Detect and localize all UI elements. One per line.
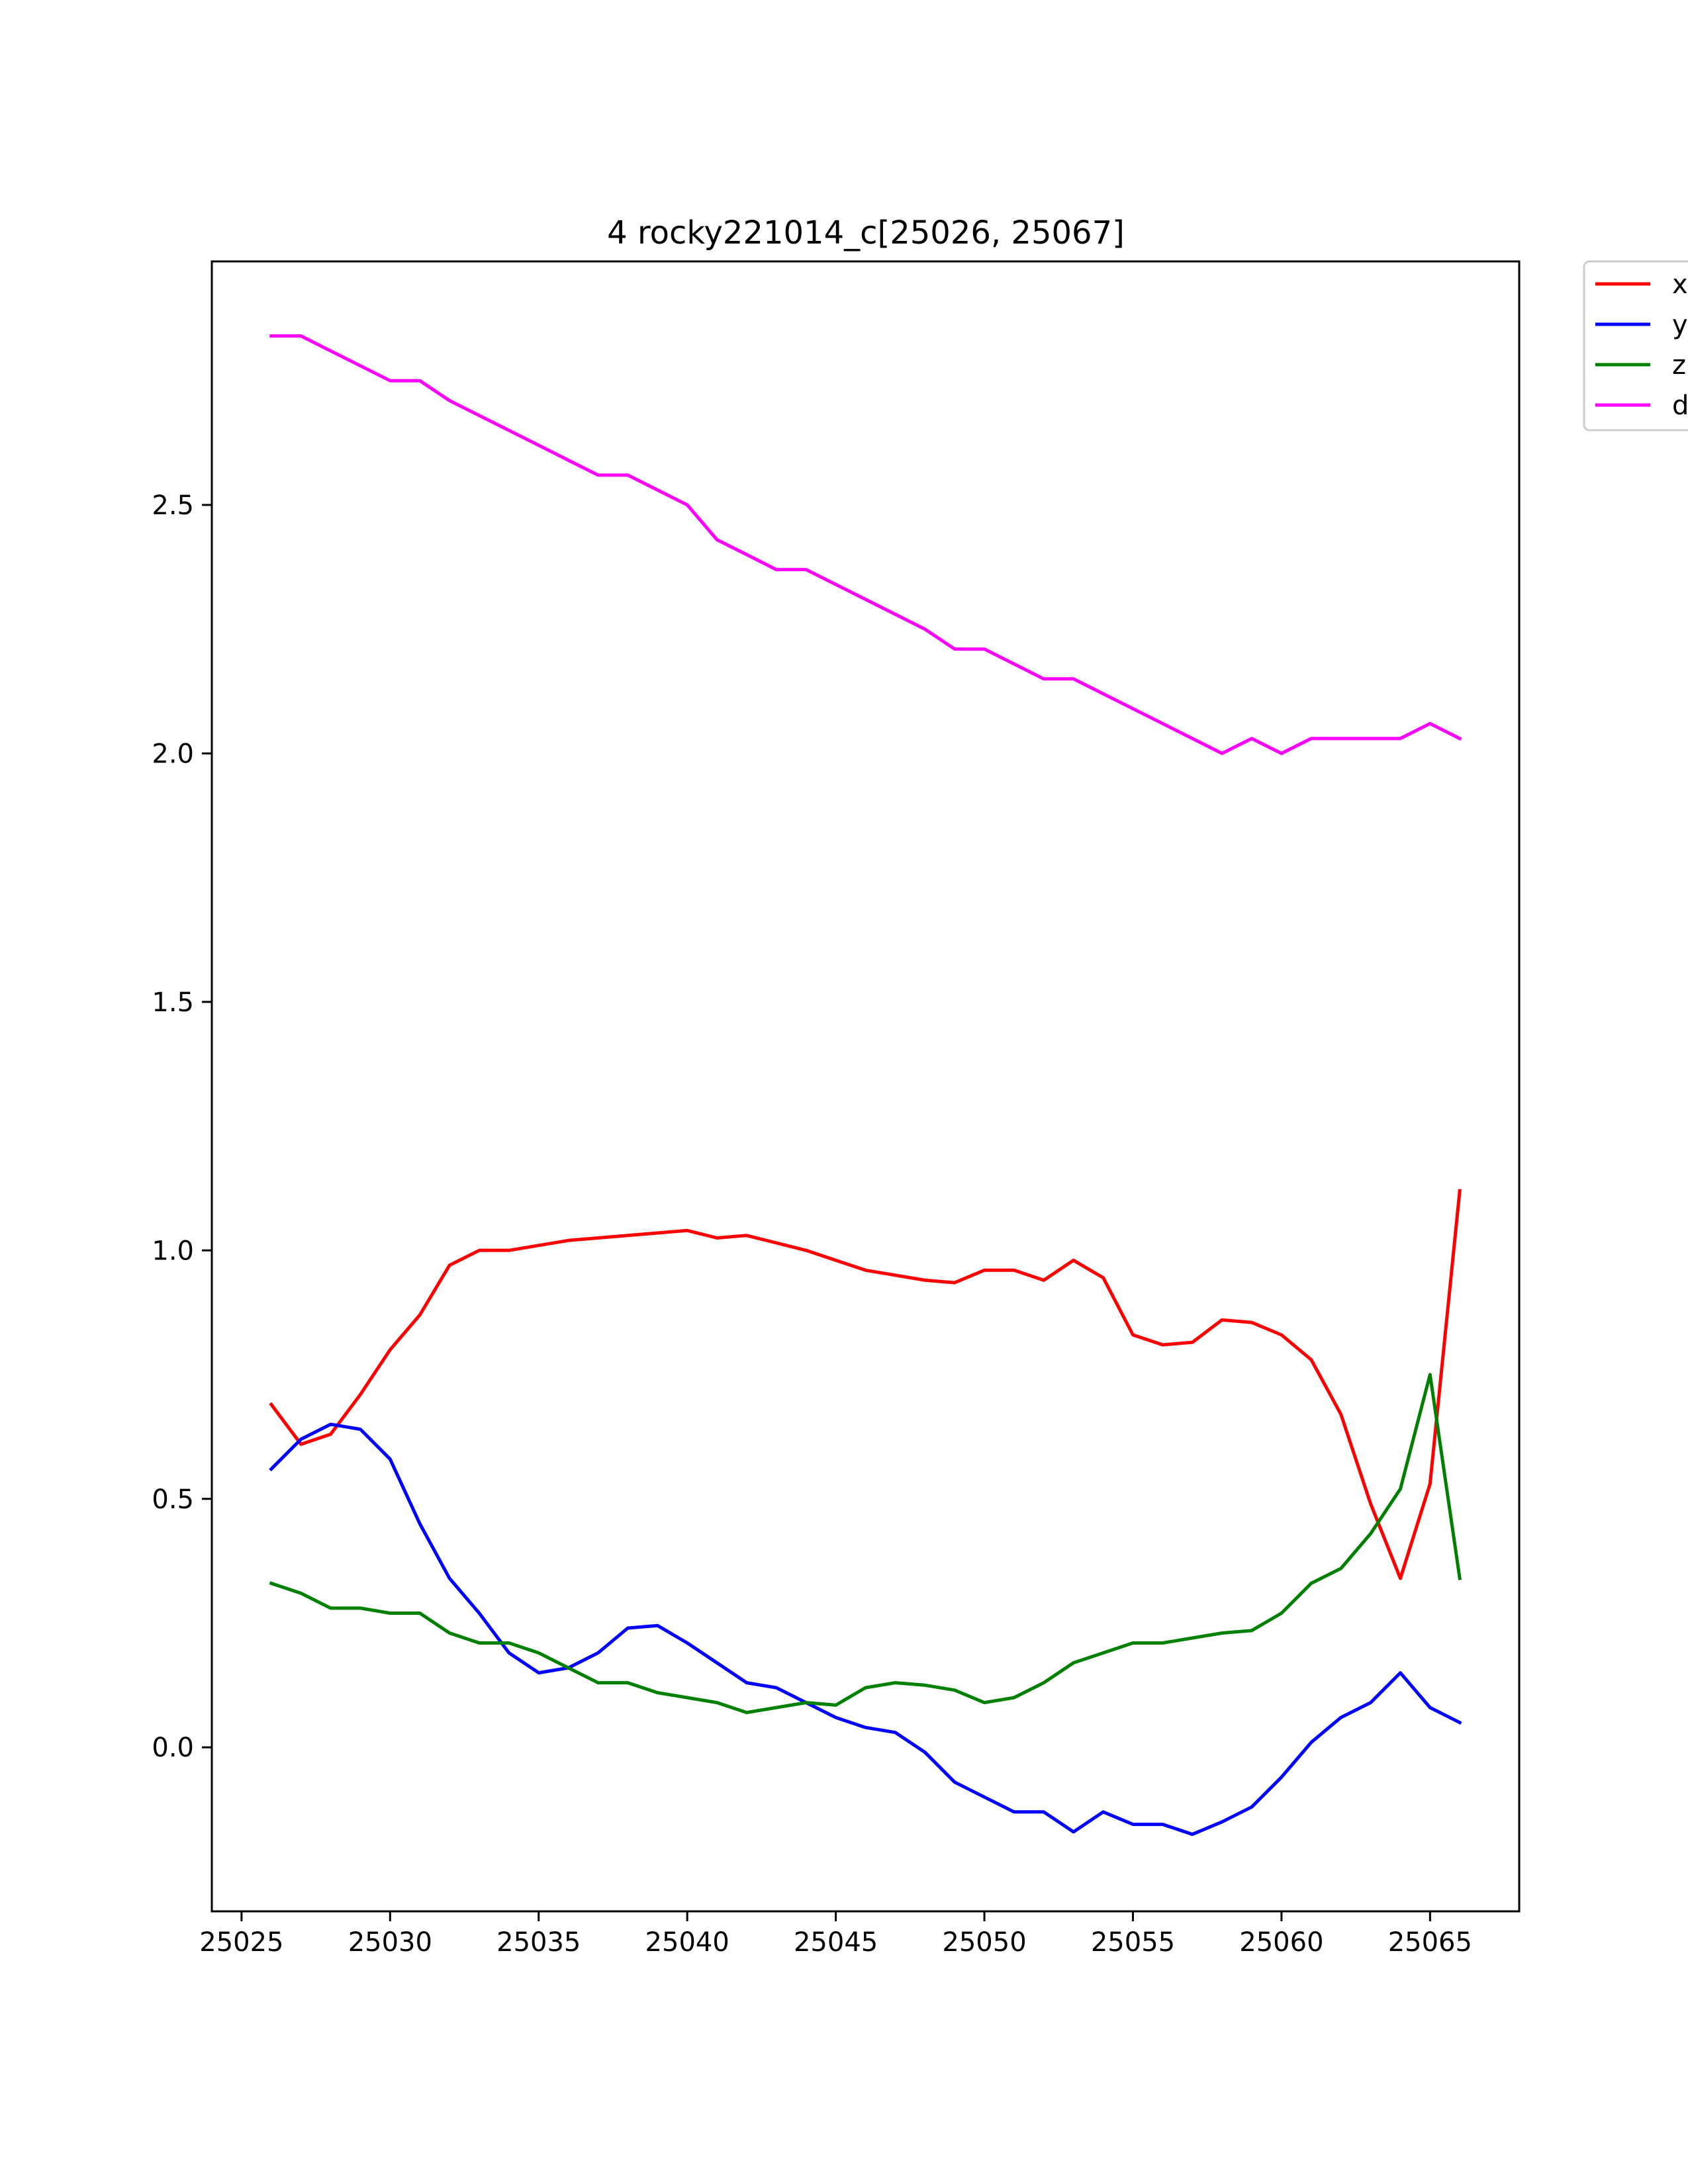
series-line-z [269,1373,1462,1715]
series-line-x [269,1189,1462,1580]
x-tick-label: 25060 [1239,1927,1323,1958]
x-tick-label: 25045 [794,1927,878,1958]
legend-box [1583,260,1688,432]
y-tick-label: 1.0 [152,1236,194,1266]
x-tick-label: 25065 [1388,1927,1472,1958]
legend-label-y: y [1672,310,1688,340]
y-tick-label: 1.5 [152,987,194,1018]
series-layer [269,334,1462,1837]
x-tick-label: 25025 [199,1927,283,1958]
plot-frame [211,260,1521,1913]
legend-label-d: d [1672,390,1688,421]
x-tick-label: 25035 [496,1927,581,1958]
series-line-d [269,334,1462,755]
series-line-y [269,1422,1462,1837]
x-tick-label: 25050 [942,1927,1026,1958]
chart-title: 4 rocky221014_c[25026, 25067] [607,214,1125,251]
x-tick-label: 25055 [1091,1927,1175,1958]
y-tick-label: 2.5 [152,490,194,521]
legend-label-x: x [1672,269,1688,300]
x-tick-label: 25040 [645,1927,729,1958]
y-tick-label: 0.0 [152,1733,194,1763]
x-tick-label: 25030 [348,1927,432,1958]
y-tick-label: 2.0 [152,739,194,769]
legend-label-z: z [1672,350,1686,381]
axes-layer: 25025 25030 25035 25040 25045 25050 25055 25060… [152,260,1521,1958]
y-tick-label: 0.5 [152,1484,194,1515]
